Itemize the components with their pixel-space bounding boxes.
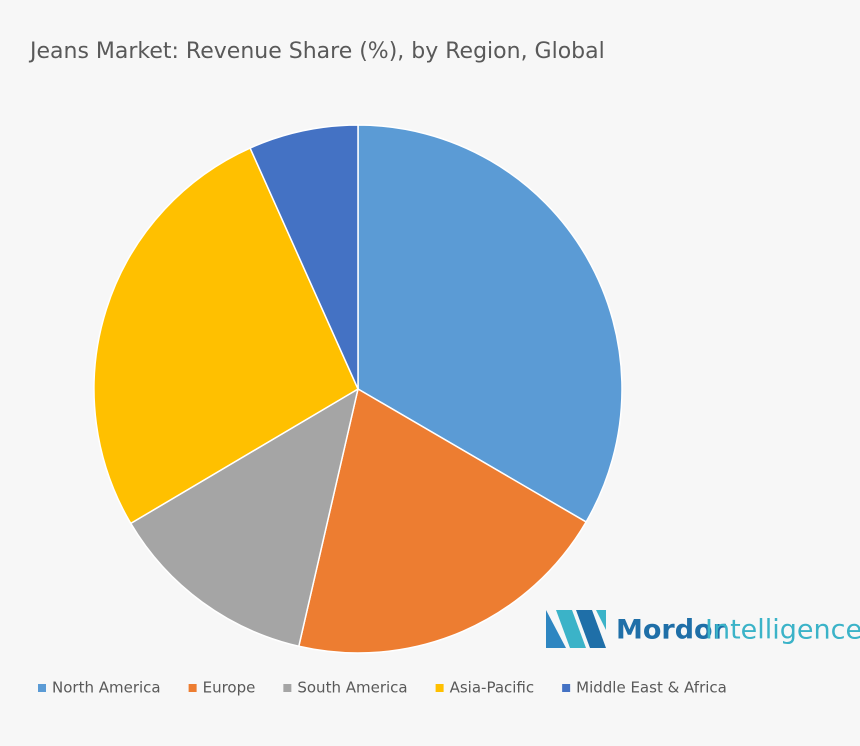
logo: Mordor Intelligence xyxy=(546,610,860,648)
chart-title: Jeans Market: Revenue Share (%), by Regi… xyxy=(28,39,605,64)
logo-shape xyxy=(546,610,566,648)
legend-swatch xyxy=(562,684,571,692)
legend-label: South America xyxy=(297,679,407,697)
logo-brand: Mordor xyxy=(616,615,727,646)
legend-label: Middle East & Africa xyxy=(576,679,727,697)
pie-slice xyxy=(357,124,623,523)
legend-swatch xyxy=(435,684,444,692)
logo-shape xyxy=(576,610,606,648)
legend-label: Asia-Pacific xyxy=(450,679,535,697)
legend-label: Europe xyxy=(203,679,256,697)
logo-shape xyxy=(596,610,606,630)
logo-shape xyxy=(556,610,586,648)
pie-slice xyxy=(297,387,588,654)
pie-slice xyxy=(249,124,359,390)
pie-slice xyxy=(129,387,360,648)
legend-label: North America xyxy=(52,679,161,697)
legend-swatch xyxy=(188,684,197,692)
legend-swatch xyxy=(283,684,292,692)
legend-swatch xyxy=(38,684,46,692)
logo-suffix: Intelligence xyxy=(705,615,860,646)
